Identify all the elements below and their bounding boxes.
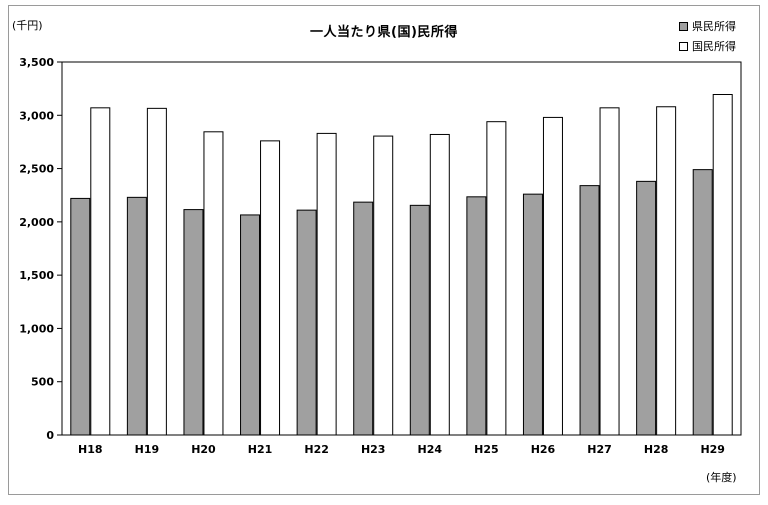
bar xyxy=(429,133,450,436)
legend-label-national: 国民所得 xyxy=(692,40,736,53)
legend: 県民所得 国民所得 xyxy=(679,16,736,56)
x-tick-label: H22 xyxy=(304,443,329,456)
bar xyxy=(183,209,204,436)
bar xyxy=(636,180,657,436)
x-tick-label: H20 xyxy=(191,443,216,456)
bar xyxy=(542,116,563,436)
bar xyxy=(260,140,281,436)
bar xyxy=(203,131,224,436)
y-tick-label: 500 xyxy=(31,376,54,389)
bar xyxy=(146,107,167,436)
x-tick-label: H27 xyxy=(587,443,612,456)
bar xyxy=(409,204,430,436)
bar xyxy=(126,196,147,436)
x-tick-label: H24 xyxy=(418,443,443,456)
bar xyxy=(373,135,394,436)
legend-item-national: 国民所得 xyxy=(679,36,736,56)
y-tick-label: 3,500 xyxy=(19,56,54,69)
bar xyxy=(316,132,337,436)
legend-label-prefectural: 県民所得 xyxy=(692,20,736,33)
plot-area xyxy=(61,61,742,436)
bar xyxy=(712,94,733,436)
x-tick-label: H28 xyxy=(644,443,669,456)
x-tick-label: H23 xyxy=(361,443,386,456)
bar xyxy=(522,193,543,436)
x-tick-label: H18 xyxy=(78,443,103,456)
bar xyxy=(599,107,620,436)
bar xyxy=(353,201,374,436)
legend-item-prefectural: 県民所得 xyxy=(679,16,736,36)
x-tick-label: H21 xyxy=(248,443,273,456)
x-tick-label: H19 xyxy=(135,443,160,456)
x-tick-label: H26 xyxy=(531,443,556,456)
bar xyxy=(240,214,261,436)
x-unit-label: (年度) xyxy=(706,471,737,484)
chart-title: 一人当たり県(国)民所得 xyxy=(310,25,458,40)
bar xyxy=(486,121,507,436)
y-unit-label: (千円) xyxy=(12,19,43,32)
y-tick-label: 1,000 xyxy=(19,322,54,335)
y-tick-label: 3,000 xyxy=(19,109,54,122)
bar xyxy=(466,196,487,436)
legend-swatch-national xyxy=(679,41,688,51)
bar xyxy=(692,169,713,436)
legend-swatch-prefectural xyxy=(679,21,688,31)
bar xyxy=(296,209,317,436)
y-tick-label: 2,500 xyxy=(19,163,54,176)
y-tick-label: 2,000 xyxy=(19,216,54,229)
bar xyxy=(579,185,600,436)
bar xyxy=(656,106,677,436)
y-tick-label: 1,500 xyxy=(19,269,54,282)
y-tick-label: 0 xyxy=(46,429,54,442)
bar xyxy=(70,197,91,436)
x-tick-label: H25 xyxy=(474,443,499,456)
bar xyxy=(90,107,111,436)
x-tick-label: H29 xyxy=(700,443,725,456)
